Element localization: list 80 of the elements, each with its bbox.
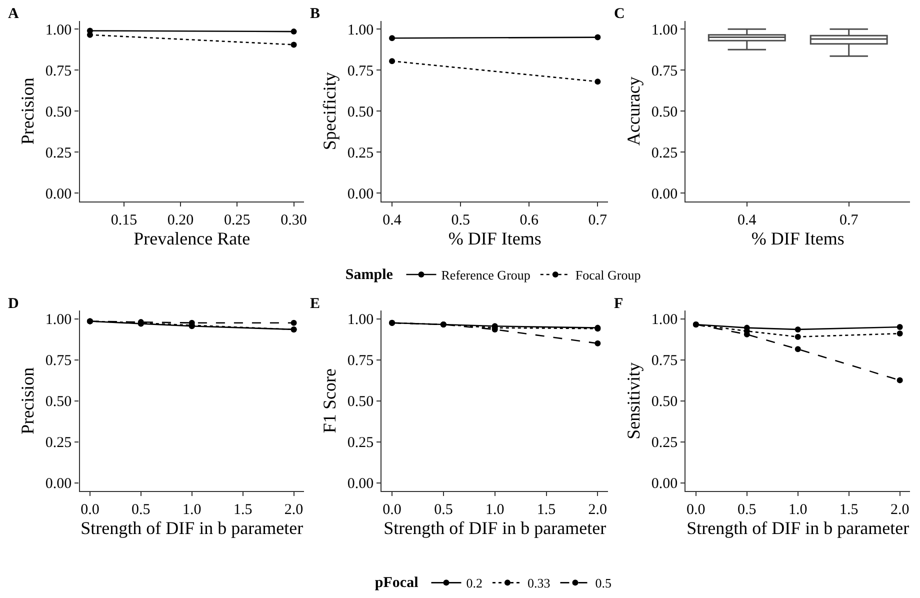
y-tick-label: 0.00 — [651, 476, 678, 492]
y-tick-label: 0.50 — [347, 104, 374, 120]
chart-title: A — [8, 6, 19, 22]
x-tick-label: 1.0 — [182, 502, 202, 518]
y-tick-label: 0.50 — [45, 104, 72, 120]
x-tick-label: 0.15 — [110, 212, 138, 228]
y-tick-label: 0.00 — [347, 476, 374, 492]
y-tick-label: 0.75 — [651, 353, 678, 370]
legend-title: Sample — [345, 267, 394, 284]
y-axis-title: F1 Score — [320, 368, 340, 434]
y-tick-label: 0.00 — [651, 186, 678, 202]
legend-label: Focal Group — [575, 268, 641, 283]
y-axis-title: Precision — [18, 78, 38, 145]
y-tick-label: 1.00 — [347, 312, 374, 328]
chart-title: E — [310, 296, 320, 312]
y-tick-label: 0.75 — [651, 63, 678, 80]
x-tick-label: 0.7 — [839, 212, 859, 228]
y-tick-label: 0.00 — [45, 476, 72, 492]
y-tick-label: 0.25 — [347, 145, 374, 162]
x-tick-label: 0.7 — [588, 212, 608, 228]
y-tick-label: 1.00 — [45, 312, 72, 328]
x-tick-label: 0.5 — [132, 502, 150, 518]
x-tick-label: 0.5 — [434, 502, 453, 518]
legend-label: 0.33 — [528, 576, 550, 591]
y-tick-label: 0.75 — [347, 353, 374, 370]
legend-label: Reference Group — [441, 268, 530, 283]
x-tick-label: 0.5 — [451, 212, 470, 228]
x-tick-label: 1.5 — [839, 502, 858, 518]
y-tick-label: 0.25 — [45, 145, 72, 162]
y-tick-label: 0.75 — [45, 63, 72, 80]
x-tick-label: 1.0 — [485, 502, 504, 518]
x-axis-title: % DIF Items — [448, 228, 542, 249]
x-tick-label: 0.4 — [738, 212, 757, 228]
x-tick-label: 0.6 — [520, 212, 540, 228]
y-tick-label: 0.25 — [45, 435, 72, 452]
y-tick-label: 1.00 — [651, 22, 678, 38]
x-axis-title: Prevalence Rate — [134, 228, 250, 249]
legend-label: 0.2 — [466, 576, 482, 591]
y-axis-title: Precision — [18, 367, 38, 434]
y-tick-label: 1.00 — [45, 22, 72, 38]
x-tick-label: 1.5 — [233, 502, 252, 518]
y-tick-label: 0.00 — [45, 186, 72, 202]
x-tick-label: 2.0 — [588, 502, 608, 518]
x-tick-label: 0.20 — [167, 212, 194, 228]
x-tick-label: 0.0 — [686, 502, 706, 518]
x-tick-label: 1.0 — [788, 502, 808, 518]
x-axis-title: Strength of DIF in b parameter — [384, 518, 606, 538]
chart-title: B — [310, 6, 320, 22]
x-tick-label: 0.0 — [80, 502, 100, 518]
x-axis-title: Strength of DIF in b parameter — [80, 518, 304, 538]
y-tick-label: 1.00 — [651, 312, 678, 328]
y-tick-label: 0.25 — [347, 435, 374, 452]
x-tick-label: 2.0 — [890, 502, 910, 518]
y-axis-title: Sensitivity — [624, 362, 644, 440]
x-tick-label: 0.25 — [224, 212, 250, 228]
y-tick-label: 0.50 — [651, 104, 678, 120]
x-tick-label: 2.0 — [284, 502, 304, 518]
y-tick-label: 0.50 — [45, 394, 72, 410]
y-tick-label: 0.25 — [651, 435, 678, 452]
chart-title: C — [614, 6, 625, 22]
y-axis-title: Accuracy — [624, 76, 644, 146]
x-axis-title: Strength of DIF in b parameter — [686, 518, 910, 538]
x-tick-label: 0.30 — [280, 212, 307, 228]
y-tick-label: 1.00 — [347, 22, 374, 38]
legend-title: pFocal — [374, 575, 418, 592]
y-tick-label: 0.50 — [347, 394, 374, 410]
x-axis-title: % DIF Items — [751, 228, 844, 249]
chart-title: D — [8, 296, 19, 312]
legend-label: 0.5 — [595, 576, 612, 591]
y-tick-label: 0.25 — [651, 145, 678, 162]
y-axis-title: Specificity — [320, 72, 340, 150]
y-tick-label: 0.00 — [347, 186, 374, 202]
x-tick-label: 0.0 — [382, 502, 402, 518]
y-tick-label: 0.75 — [45, 353, 72, 370]
x-tick-label: 1.5 — [536, 502, 556, 518]
x-tick-label: 0.4 — [382, 212, 402, 228]
x-tick-label: 0.5 — [738, 502, 756, 518]
chart-title: F — [614, 296, 624, 312]
y-tick-label: 0.50 — [651, 394, 678, 410]
y-tick-label: 0.75 — [347, 63, 374, 80]
